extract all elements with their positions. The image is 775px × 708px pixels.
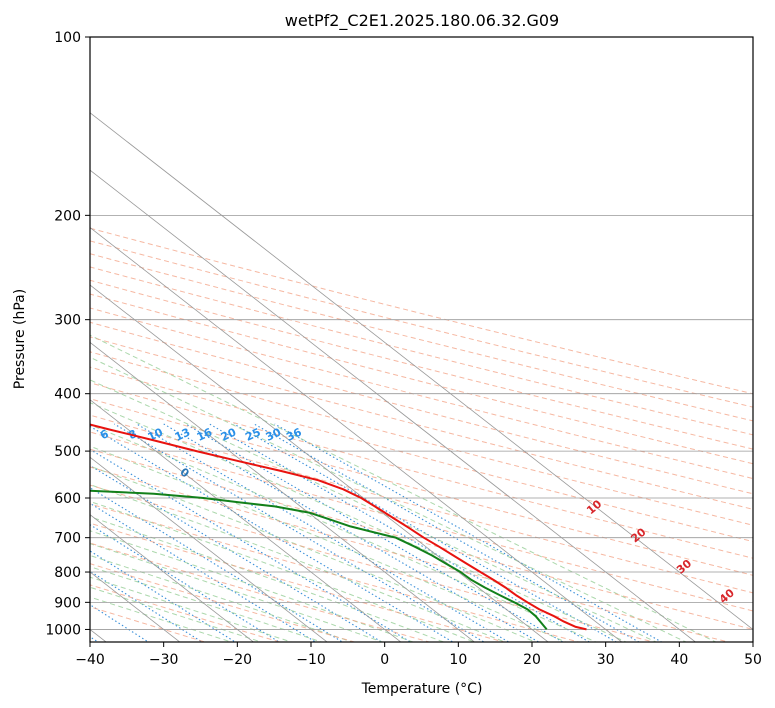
mixing-ratio-label: 36 [284, 425, 304, 443]
x-tick-label: 40 [670, 652, 688, 668]
dry-adiabat-line [90, 414, 753, 594]
isotherm-line [90, 514, 255, 642]
dry-adiabat-line [90, 431, 753, 612]
isotherm-line [90, 284, 549, 642]
mixing-ratio-label: 30 [264, 425, 284, 443]
moist-adiabat-line [90, 554, 354, 642]
moist-adiabat-line [90, 424, 598, 642]
moist-adiabat-line [90, 586, 263, 642]
mixing-ratio-line [90, 524, 281, 642]
mixing-ratio-line [90, 448, 412, 642]
plot-frame [89, 36, 754, 643]
dry-adiabat-line [90, 279, 753, 450]
mixing-ratio-line [233, 423, 618, 642]
dry-adiabat-line [90, 253, 753, 422]
x-tick-label: 10 [449, 652, 467, 668]
mixing-ratio-line [185, 423, 564, 642]
isotherm-line [90, 112, 753, 630]
plot-area: 0.10.20.40.611.52346810131620253036-100-… [90, 37, 753, 642]
mixing-ratio-line [113, 423, 485, 642]
y-tick-label: 1000 [45, 622, 81, 638]
y-axis-label: Pressure (hPa) [12, 289, 28, 389]
isotherm-line [90, 227, 623, 642]
mixing-ratio-line [90, 487, 344, 642]
x-axis-label: Temperature (°C) [361, 681, 483, 697]
dry-adiabat-line [90, 606, 207, 642]
dry-adiabat-line [90, 448, 753, 630]
mixing-ratio-line [90, 425, 454, 642]
y-tick-label: 900 [54, 595, 81, 611]
moist-adiabat-line [90, 334, 717, 642]
isotherm-line [90, 341, 476, 642]
isotherm-line [90, 399, 402, 642]
x-tick-label: −10 [296, 652, 326, 668]
moist-adiabat-line [90, 596, 234, 642]
x-tick-label: −20 [223, 652, 253, 668]
dry-adiabat-line [90, 542, 431, 642]
x-tick-label: 20 [523, 652, 541, 668]
mixing-ratio-label: 13 [173, 426, 192, 444]
mixing-ratio-label: 25 [243, 426, 262, 444]
y-tick-label: 700 [54, 531, 81, 547]
mixing-ratio-label: 20 [219, 425, 239, 443]
sounding-series [90, 423, 587, 631]
x-tick-label: −40 [75, 652, 105, 668]
y-axis-ticks: 100 200 300 400 500 600 700 800 900 1000 [45, 30, 90, 638]
mixing-ratio-line [253, 423, 640, 642]
x-tick-label: −30 [149, 652, 179, 668]
temperature-profile [90, 423, 587, 631]
mixing-ratio-line [209, 423, 591, 642]
x-tick-label: 50 [744, 652, 762, 668]
y-tick-label: 200 [54, 208, 81, 224]
dry-adiabat-line [90, 563, 357, 642]
dewpoint-profile [90, 489, 548, 631]
y-tick-label: 800 [54, 565, 81, 581]
isotherm-line [90, 169, 697, 642]
chart-title: wetPf2_C2E1.2025.180.06.32.G09 [285, 11, 559, 31]
x-tick-label: 0 [380, 652, 389, 668]
dry-adiabat-line [90, 266, 753, 436]
y-tick-label: 100 [54, 30, 81, 46]
isotherms [90, 112, 753, 642]
dry-adiabat-line [90, 503, 581, 642]
y-tick-label: 500 [54, 444, 81, 460]
moist-adiabat-line [90, 543, 384, 642]
mixing-ratio-line [90, 550, 237, 642]
isotherm-line [90, 456, 328, 642]
y-tick-label: 300 [54, 313, 81, 329]
dry-adiabat-line [90, 336, 753, 510]
y-tick-label: 400 [54, 387, 81, 403]
x-tick-label: 30 [597, 652, 615, 668]
mixing-ratio-label: 16 [195, 425, 215, 443]
x-axis-ticks: −40 −30 −20 −10 0 10 20 30 40 50 [75, 642, 762, 668]
moist-adiabat-line [90, 576, 293, 642]
y-tick-label: 600 [54, 491, 81, 507]
